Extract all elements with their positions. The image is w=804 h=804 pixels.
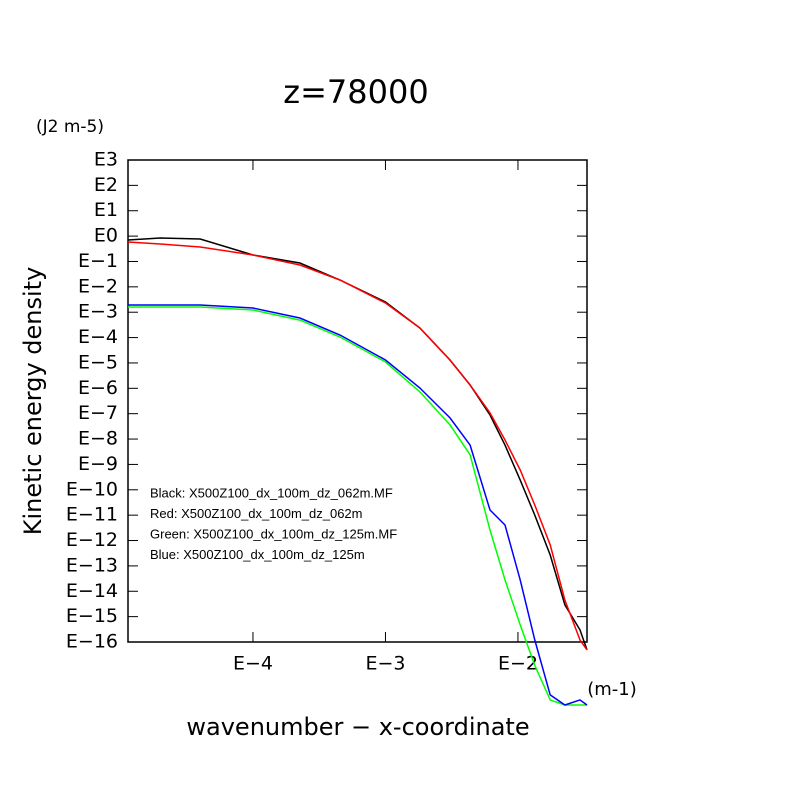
y-tick-label: E−5 [78, 351, 118, 373]
series-line [128, 304, 588, 706]
legend-note: Black: X500Z100_dx_100m_dz_062m.MF [150, 485, 393, 500]
series-line [127, 241, 588, 651]
y-tick-label: E3 [94, 149, 118, 171]
y-axis-label: Kinetic energy density [19, 267, 47, 536]
x-axis-label: wavenumber − x-coordinate [186, 713, 529, 741]
y-tick-label: E−14 [66, 580, 118, 602]
chart-title: z=78000 [283, 73, 428, 111]
y-tick-label: E−8 [78, 428, 118, 450]
y-tick-label: E2 [94, 174, 118, 196]
y-tick-label: E−6 [78, 377, 118, 399]
x-unit: (m-1) [587, 679, 637, 700]
y-tick-label: E−7 [78, 402, 118, 424]
y-tick-label: E−12 [66, 529, 118, 551]
legend-note: Red: X500Z100_dx_100m_dz_062m [150, 506, 362, 521]
x-tick-label: E−3 [365, 653, 405, 675]
y-tick-label: E−13 [66, 554, 118, 576]
y-tick-label: E−4 [78, 326, 118, 348]
y-tick-label: E−16 [66, 631, 118, 653]
x-tick-label: E−4 [233, 653, 273, 675]
y-tick-label: E0 [94, 225, 118, 247]
y-unit: (J2 m-5) [36, 117, 104, 137]
plot-frame [127, 159, 588, 643]
y-tick-label: E1 [94, 199, 118, 221]
series-line [128, 306, 587, 706]
y-tick-label: E−11 [66, 504, 118, 526]
y-tick-label: E−9 [78, 453, 118, 475]
legend-note: Blue: X500Z100_dx_100m_dz_125m [150, 547, 365, 562]
y-tick-label: E−2 [78, 275, 118, 297]
legend-note: Green: X500Z100_dx_100m_dz_125m.MF [150, 526, 397, 541]
y-tick-label: E−15 [66, 605, 118, 627]
y-tick-label: E−1 [78, 250, 118, 272]
x-tick-label: E−2 [498, 653, 538, 675]
y-tick-label: E−3 [78, 301, 118, 323]
y-tick-label: E−10 [66, 478, 118, 500]
